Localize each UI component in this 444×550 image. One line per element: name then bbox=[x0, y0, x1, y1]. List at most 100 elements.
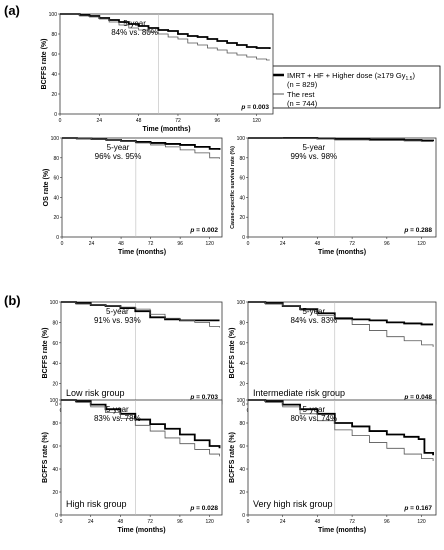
legend-box bbox=[261, 65, 441, 109]
p-value: p = 0.288 bbox=[403, 227, 432, 234]
p-value-number: = 0.028 bbox=[194, 505, 218, 512]
y-tick-label: 80 bbox=[52, 421, 58, 427]
legend-label-thick-sub: 1.5 bbox=[405, 76, 412, 82]
y-tick-label: 100 bbox=[50, 398, 59, 404]
x-tick-label: 24 bbox=[280, 241, 286, 247]
survival-curve-rest bbox=[61, 301, 220, 328]
x-axis-label: Time (months) bbox=[142, 126, 190, 133]
y-tick-label: 0 bbox=[242, 402, 245, 408]
y-tick-label: 0 bbox=[56, 235, 59, 241]
plot-frame bbox=[60, 399, 223, 516]
y-tick-label: 40 bbox=[53, 195, 59, 201]
annotation-rates: 99% vs. 98% bbox=[290, 152, 337, 161]
y-tick-label: 40 bbox=[239, 195, 245, 201]
y-tick-label: 60 bbox=[52, 341, 58, 347]
x-tick-label: 72 bbox=[349, 241, 355, 247]
x-tick-label: 96 bbox=[177, 241, 183, 247]
section-label-a: (a) bbox=[4, 3, 20, 18]
annotation-rates: 84% vs. 83% bbox=[290, 316, 337, 325]
x-tick-label: 120 bbox=[252, 118, 261, 124]
x-axis-label: Time (months) bbox=[318, 527, 366, 534]
survival-curve-rest bbox=[248, 399, 434, 461]
p-value-symbol: p bbox=[403, 505, 408, 512]
y-tick-label: 80 bbox=[52, 320, 58, 326]
p-value: p = 0.167 bbox=[403, 505, 432, 512]
annotation-rates: 83% vs. 78% bbox=[94, 414, 141, 423]
x-tick-label: 24 bbox=[88, 519, 94, 525]
y-tick-label: 80 bbox=[51, 32, 57, 38]
p-value-number: = 0.003 bbox=[245, 104, 269, 111]
x-tick-label: 0 bbox=[60, 519, 63, 525]
y-tick-label: 100 bbox=[237, 300, 246, 306]
legend-n-thick: (n = 829) bbox=[287, 80, 318, 89]
y-tick-label: 80 bbox=[239, 421, 245, 427]
x-tick-label: 120 bbox=[417, 519, 426, 525]
legend-label-thick: IMRT + HF + Higher dose (≥179 Gy1.5) bbox=[287, 71, 415, 82]
x-tick-label: 72 bbox=[349, 519, 355, 525]
x-tick-label: 120 bbox=[206, 241, 215, 247]
y-tick-label: 40 bbox=[51, 72, 57, 78]
risk-group-label: Intermediate risk group bbox=[253, 388, 345, 398]
legend-n-thin: (n = 744) bbox=[287, 99, 318, 108]
plot-frame bbox=[59, 13, 274, 115]
y-tick-label: 40 bbox=[239, 467, 245, 473]
x-tick-label: 48 bbox=[315, 241, 321, 247]
y-tick-label: 40 bbox=[52, 361, 58, 367]
annotation-rates: 84% vs. 80% bbox=[111, 28, 158, 37]
annotation-5year: 5-year bbox=[106, 405, 129, 414]
survival-curve-rest bbox=[61, 399, 220, 457]
x-tick-label: 48 bbox=[118, 241, 124, 247]
p-value-symbol: p bbox=[403, 394, 408, 401]
risk-group-label: High risk group bbox=[66, 499, 127, 509]
x-tick-label: 0 bbox=[247, 241, 250, 247]
y-tick-label: 20 bbox=[51, 92, 57, 98]
y-tick-label: 20 bbox=[52, 382, 58, 388]
p-value: p = 0.703 bbox=[189, 394, 218, 401]
y-axis-label: BCFFS rate (%) bbox=[229, 432, 236, 483]
x-tick-label: 48 bbox=[315, 519, 321, 525]
x-axis-label: Time (months) bbox=[117, 527, 165, 534]
x-tick-label: 96 bbox=[177, 519, 183, 525]
p-value-symbol: p bbox=[189, 505, 194, 512]
y-tick-label: 0 bbox=[55, 513, 58, 519]
y-tick-label: 60 bbox=[239, 444, 245, 450]
y-tick-label: 20 bbox=[239, 490, 245, 496]
legend-label-thick-text: IMRT + HF + Higher dose (≥179 Gy bbox=[287, 71, 406, 80]
y-tick-label: 80 bbox=[239, 156, 245, 162]
x-tick-label: 0 bbox=[61, 241, 64, 247]
x-tick-label: 120 bbox=[205, 519, 214, 525]
y-tick-label: 0 bbox=[242, 513, 245, 519]
x-tick-label: 0 bbox=[59, 118, 62, 124]
y-tick-label: 60 bbox=[239, 341, 245, 347]
p-value-number: = 0.167 bbox=[408, 505, 432, 512]
y-tick-label: 40 bbox=[239, 361, 245, 367]
risk-group-label: Very high risk group bbox=[253, 499, 333, 509]
x-tick-label: 96 bbox=[384, 241, 390, 247]
y-tick-label: 20 bbox=[53, 215, 59, 221]
x-tick-label: 72 bbox=[175, 118, 181, 124]
y-tick-label: 80 bbox=[53, 156, 59, 162]
y-axis-label: OS rate (%) bbox=[43, 169, 50, 207]
y-tick-label: 100 bbox=[50, 300, 59, 306]
legend-label-thin: The rest bbox=[287, 90, 315, 99]
annotation-5year: 5-year bbox=[302, 143, 325, 152]
survival-curve-rest bbox=[248, 137, 434, 142]
survival-curve-rest bbox=[60, 13, 270, 61]
x-tick-label: 48 bbox=[136, 118, 142, 124]
x-tick-label: 96 bbox=[384, 519, 390, 525]
plot-frame bbox=[247, 399, 437, 516]
y-tick-label: 20 bbox=[52, 490, 58, 496]
y-tick-label: 100 bbox=[237, 398, 246, 404]
p-value-number: = 0.048 bbox=[408, 394, 432, 401]
x-tick-label: 72 bbox=[147, 519, 153, 525]
legend-label-thick-tail: ) bbox=[412, 71, 415, 80]
y-tick-label: 20 bbox=[239, 215, 245, 221]
x-tick-label: 48 bbox=[118, 519, 124, 525]
y-axis-label: BCFFS rate (%) bbox=[41, 39, 48, 90]
panel-a-css: 0 20 40 60 80 100 0 24 48 72 96 120 Time (months) Cau… bbox=[230, 136, 437, 256]
p-value-number: = 0.288 bbox=[408, 227, 432, 234]
